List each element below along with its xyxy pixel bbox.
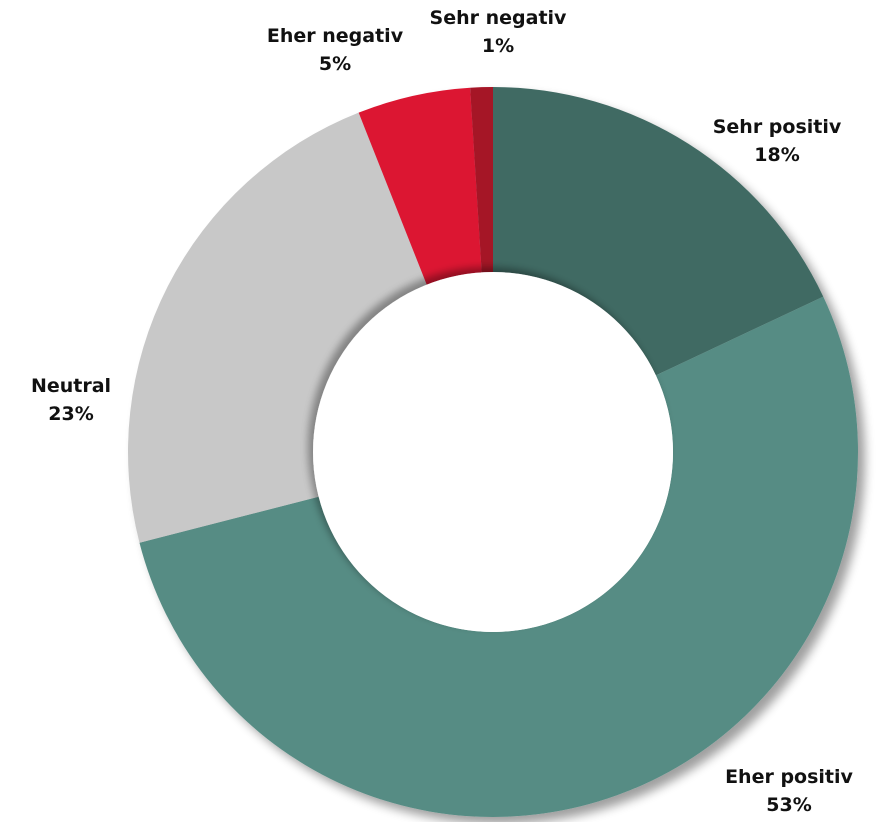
- slice-label-eher-negativ: Eher negativ 5%: [267, 25, 404, 75]
- labels-layer: Sehr positiv 18% Eher positiv 53% Neutral 23%…: [31, 7, 854, 816]
- slice-neutral: [127, 112, 427, 543]
- slice-label-name: Neutral: [31, 375, 111, 397]
- slice-label-sehr-positiv: Sehr positiv 18%: [713, 116, 842, 166]
- slice-sehr-negativ: [470, 87, 493, 273]
- slice-label-value: 1%: [482, 35, 514, 57]
- slice-sehr-positiv: [493, 87, 824, 376]
- slice-label-value: 23%: [48, 403, 93, 425]
- slice-label-name: Sehr negativ: [430, 7, 568, 29]
- slice-label-name: Eher positiv: [725, 766, 853, 788]
- slice-label-eher-positiv: Eher positiv 53%: [725, 766, 853, 816]
- slice-label-name: Sehr positiv: [713, 116, 842, 138]
- slice-label-neutral: Neutral 23%: [31, 375, 111, 425]
- slice-label-value: 53%: [766, 794, 811, 816]
- slice-label-sehr-negativ: Sehr negativ 1%: [430, 7, 568, 57]
- slice-eher-positiv: [139, 296, 858, 817]
- donut-hole: [313, 272, 673, 632]
- slice-eher-negativ: [358, 87, 482, 285]
- slice-label-value: 18%: [754, 144, 799, 166]
- slices-layer: [127, 87, 858, 817]
- slice-label-value: 5%: [319, 53, 351, 75]
- slice-label-name: Eher negativ: [267, 25, 404, 47]
